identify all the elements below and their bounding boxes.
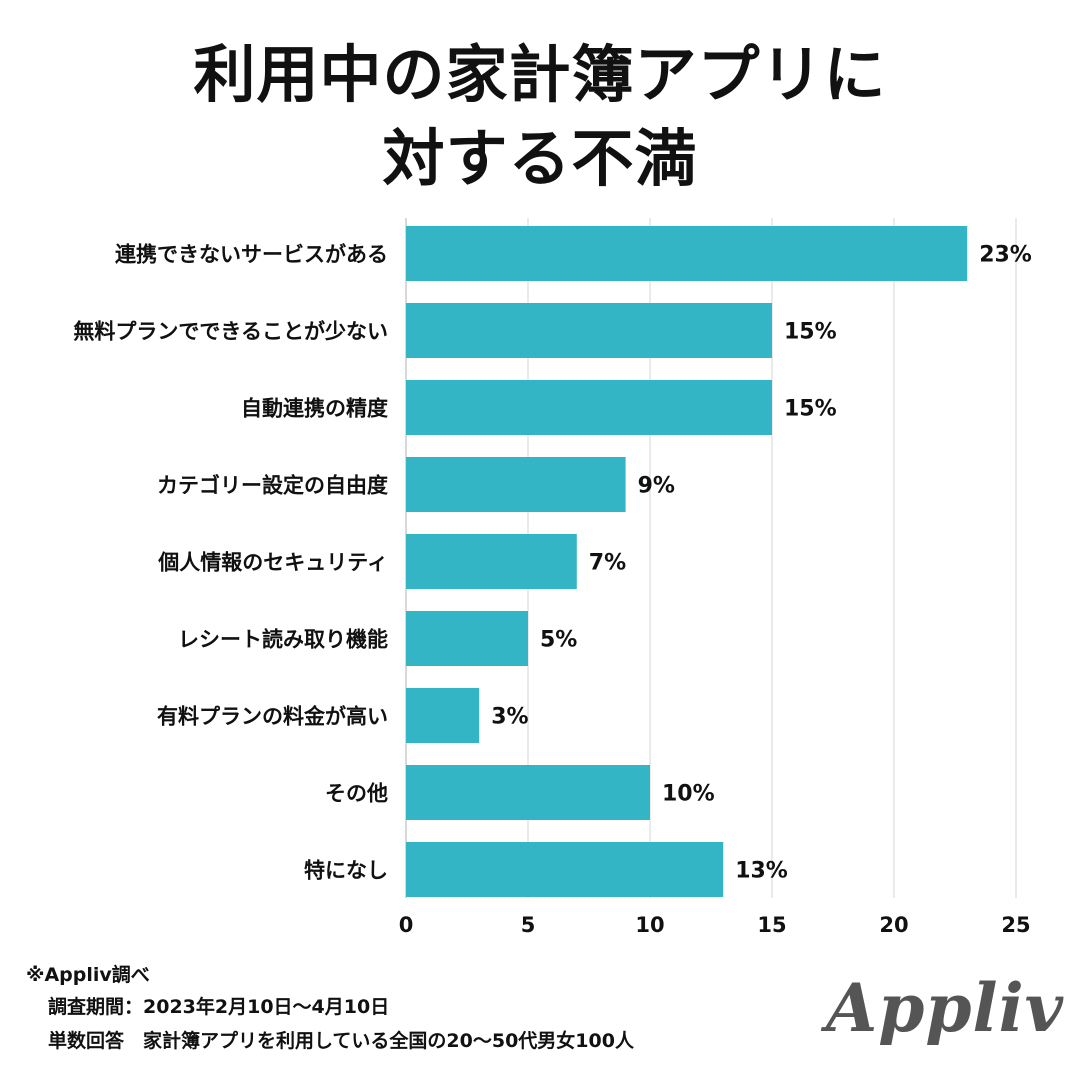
bar — [406, 688, 480, 743]
bar — [406, 765, 650, 820]
x-tick-label: 0 — [399, 913, 414, 937]
appliv-logo: Appliv — [826, 969, 1064, 1047]
category-label: 個人情報のセキュリティ — [157, 551, 388, 575]
x-axis-ticks: 0 5 10 15 20 25 — [399, 913, 1031, 937]
value-label: 23% — [979, 243, 1032, 268]
bar — [406, 303, 772, 358]
x-tick-label: 10 — [635, 913, 664, 937]
bar — [406, 226, 968, 281]
footer-source-note: ※Appliv調べ — [26, 964, 150, 986]
category-label: 特になし — [304, 859, 388, 883]
value-label: 9% — [638, 474, 675, 499]
category-label: 無料プランでできることが少ない — [73, 320, 388, 344]
x-tick-label: 5 — [521, 913, 536, 937]
category-labels: 連携できないサービスがある無料プランでできることが少ない自動連携の精度カテゴリー… — [73, 243, 388, 883]
value-label: 7% — [589, 551, 626, 576]
category-label: 連携できないサービスがある — [115, 243, 388, 267]
chart-title-line-1: 利用中の家計簿アプリに — [193, 38, 887, 111]
value-label: 5% — [540, 628, 577, 653]
x-tick-label: 20 — [879, 913, 908, 937]
bars — [406, 226, 968, 897]
bar — [406, 457, 626, 512]
bar — [406, 842, 724, 897]
value-label: 10% — [662, 782, 715, 807]
category-label: レシート読み取り機能 — [178, 628, 388, 652]
value-labels: 23% 15% 15% 9% 7% 5% 3% 10% 13% — [491, 243, 1032, 884]
footer-survey-target: 単数回答 家計簿アプリを利用している全国の20～50代男女100人 — [48, 1030, 634, 1052]
category-label: 有料プランの料金が高い — [157, 705, 388, 729]
bar — [406, 380, 772, 435]
category-label: 自動連携の精度 — [241, 397, 388, 421]
bar — [406, 534, 577, 589]
value-label: 15% — [784, 397, 837, 422]
bar — [406, 611, 528, 666]
chart-title-line-2: 対する不満 — [382, 122, 698, 195]
x-tick-label: 25 — [1001, 913, 1030, 937]
footer-survey-period: 調査期間：2023年2月10日～4月10日 — [48, 996, 390, 1018]
bar-chart: 連携できないサービスがある無料プランでできることが少ない自動連携の精度カテゴリー… — [73, 218, 1032, 937]
value-label: 13% — [735, 859, 788, 884]
category-label: その他 — [325, 782, 388, 806]
value-label: 15% — [784, 320, 837, 345]
category-label: カテゴリー設定の自由度 — [157, 474, 388, 498]
x-tick-label: 15 — [757, 913, 786, 937]
value-label: 3% — [491, 705, 528, 730]
